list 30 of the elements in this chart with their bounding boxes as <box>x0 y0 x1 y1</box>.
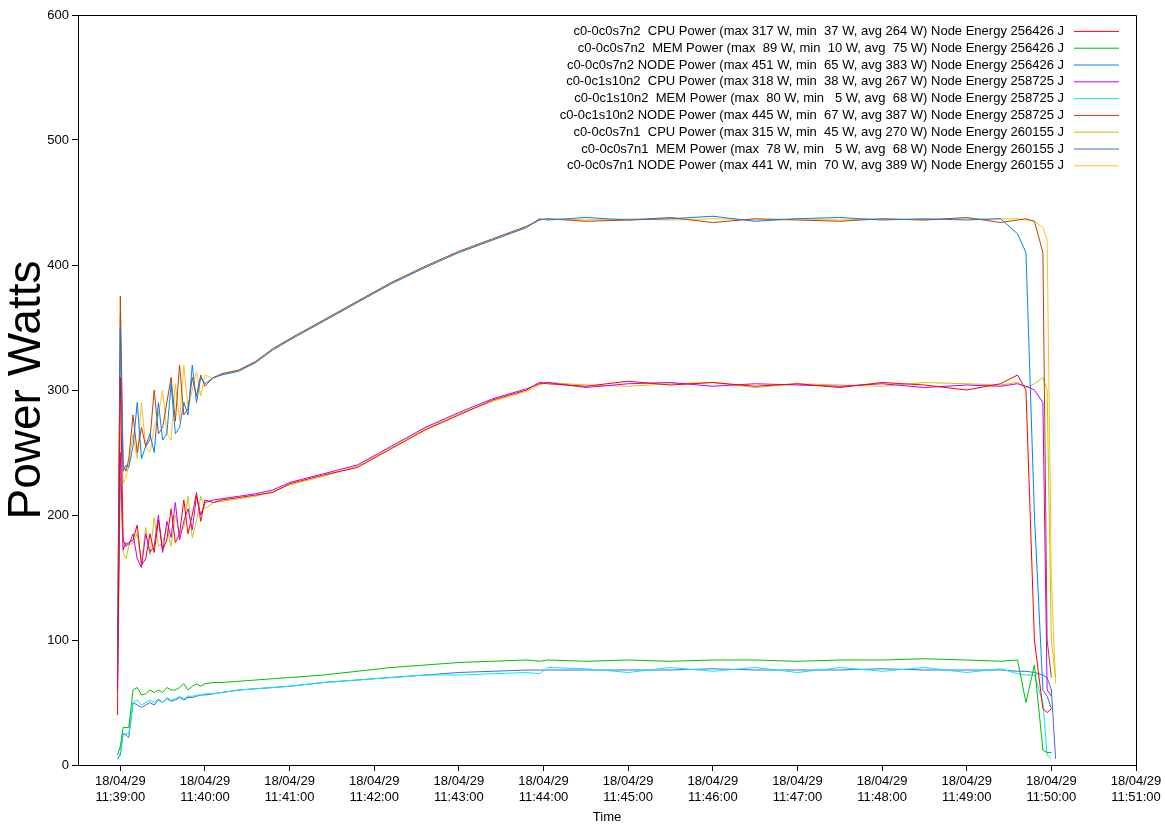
y-tick-label: 400 <box>47 256 69 272</box>
x-tick-label: 18/04/29 11:44:00 <box>518 773 569 804</box>
x-tick-label: 18/04/29 11:48:00 <box>856 773 908 804</box>
legend-label: c0-0c0s7n2 CPU Power (max 317 W, min 37 W, avg 264 W) Node Energy 256426 J <box>573 22 1064 38</box>
x-tick-label: 18/04/29 11:47:00 <box>772 773 823 804</box>
x-tick-label: 18/04/29 11:43:00 <box>433 773 485 804</box>
x-tick-label: 18/04/29 11:41:00 <box>264 773 315 804</box>
x-tick-label: 18/04/29 11:42:00 <box>348 773 400 804</box>
x-tick-label: 18/04/29 11:51:00 <box>1110 773 1162 804</box>
x-tick-label: 18/04/29 11:40:00 <box>179 773 231 804</box>
x-tick-label: 18/04/29 11:49:00 <box>941 773 993 804</box>
x-tick-label: 18/04/29 11:45:00 <box>602 773 654 804</box>
legend-label: c0-0c0s7n1 NODE Power (max 441 W, min 70 W, avg 389 W) Node Energy 260155 J <box>566 157 1064 173</box>
x-tick-label: 18/04/29 11:50:00 <box>1026 773 1077 804</box>
y-tick-label: 300 <box>47 381 69 397</box>
x-tick-label: 18/04/29 11:39:00 <box>95 773 146 804</box>
y-tick-label: 0 <box>61 756 69 772</box>
legend-label: c0-0c0s7n1 CPU Power (max 315 W, min 45 W, avg 270 W) Node Energy 260155 J <box>573 123 1064 139</box>
legend-label: c0-0c0s7n1 MEM Power (max 78 W, min 5 W, avg 68 W) Node Energy 260155 J <box>581 140 1064 156</box>
legend-label: c0-0c0s7n2 MEM Power (max 89 W, min 10 W, avg 75 W) Node Energy 256426 J <box>577 39 1064 55</box>
legend-label: c0-0c1s10n2 CPU Power (max 318 W, min 38 W, avg 267 W) Node Energy 258725 J <box>566 73 1064 89</box>
legend-label: c0-0c1s10n2 MEM Power (max 80 W, min 5 W, avg 68 W) Node Energy 258725 J <box>574 90 1064 106</box>
y-tick-label: 600 <box>47 6 69 22</box>
x-axis-title: Time <box>592 808 622 824</box>
legend-label: c0-0c0s7n2 NODE Power (max 451 W, min 65 W, avg 383 W) Node Energy 256426 J <box>566 56 1064 72</box>
y-tick-label: 100 <box>47 631 69 647</box>
legend-label: c0-0c1s10n2 NODE Power (max 445 W, min 67 W, avg 387 W) Node Energy 258725 J <box>559 106 1064 122</box>
y-tick-label: 500 <box>47 131 69 147</box>
y-tick-label: 200 <box>47 506 69 522</box>
x-tick-label: 18/04/29 11:46:00 <box>687 773 739 804</box>
